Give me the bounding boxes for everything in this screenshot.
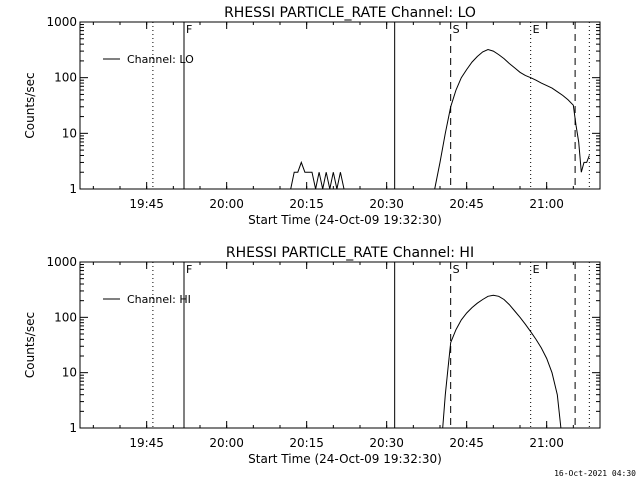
x-tick-label: 20:45 [449,436,484,450]
x-tick-label: 20:00 [209,197,244,211]
x-tick-label: 20:15 [289,436,324,450]
chart-title: RHESSI PARTICLE_RATE Channel: LO [224,5,476,21]
plot-frame [79,21,601,190]
series-line [290,48,590,190]
y-tick-label: 10 [62,126,77,140]
y-tick-label: 100 [54,310,77,324]
x-axis-label: Start Time (24-Oct-09 19:32:30) [248,452,442,466]
y-tick-label: 1 [69,182,77,196]
x-tick-label: 20:00 [209,436,244,450]
legend-entry: Channel: HI [127,293,191,306]
chart-title: RHESSI PARTICLE_RATE Channel: HI [226,245,474,261]
x-tick-label: 19:45 [129,197,164,211]
event-marker-label: F [186,23,192,36]
legend-entry: Channel: LO [127,53,194,66]
chart-panel-0: RHESSI PARTICLE_RATE Channel: LO Start Ti… [23,5,601,227]
x-tick-label: 20:15 [289,197,324,211]
series-line [442,294,562,429]
y-axis-label: Counts/sec [23,312,37,378]
x-tick-label: 20:30 [369,436,404,450]
y-tick-label: 1000 [46,15,77,29]
event-marker-label: E [533,263,540,276]
x-tick-label: 20:45 [449,197,484,211]
y-tick-label: 1 [69,421,77,435]
y-axis-label: Counts/sec [23,72,37,138]
event-marker-label: E [533,23,540,36]
plot-frame [79,261,601,429]
chart-panel-1: RHESSI PARTICLE_RATE Channel: HI Start Ti… [23,245,601,466]
event-marker-label: F [186,263,192,276]
event-marker-label: S [453,23,460,36]
x-tick-label: 21:00 [529,197,564,211]
x-axis-label: Start Time (24-Oct-09 19:32:30) [248,213,442,227]
y-tick-label: 10 [62,366,77,380]
event-marker-label: S [453,263,460,276]
x-tick-label: 20:30 [369,197,404,211]
y-tick-label: 100 [54,71,77,85]
y-tick-label: 1000 [46,255,77,269]
footer-timestamp: 16-Oct-2021 04:30 [554,469,636,478]
x-tick-label: 21:00 [529,436,564,450]
x-tick-label: 19:45 [129,436,164,450]
